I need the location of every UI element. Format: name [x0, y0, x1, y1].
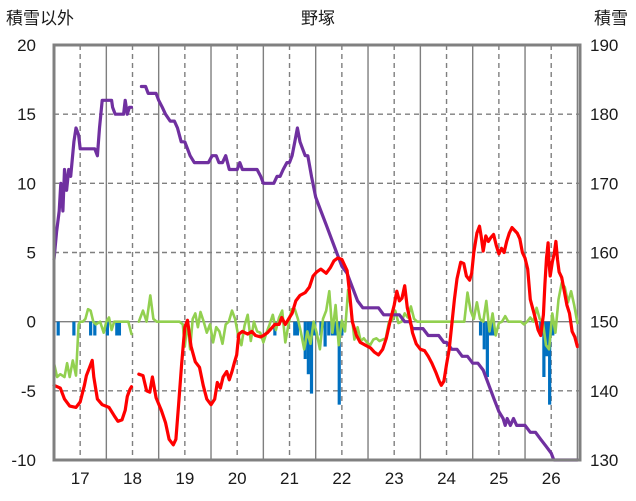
right-y-tick-label: 140 [590, 382, 618, 401]
precipitation-bar [327, 321, 331, 336]
precipitation-bar [72, 321, 76, 336]
x-tick-label: 24 [437, 469, 456, 488]
precipitation-bar [548, 321, 552, 405]
temperature-line [137, 224, 579, 447]
left-y-tick-label: -10 [11, 451, 36, 470]
x-tick-label: 22 [332, 469, 351, 488]
precipitation-bar [478, 321, 483, 336]
precipitation-bar [56, 321, 60, 336]
precipitation-bar [333, 321, 338, 336]
temperature-line [52, 358, 134, 423]
left-y-tick-label: 20 [17, 36, 36, 55]
left-y-tick-label: -5 [21, 382, 36, 401]
right-y-tick-label: 170 [590, 174, 618, 193]
right-axis-label: 積雪 [594, 9, 628, 28]
x-tick-label: 18 [123, 469, 142, 488]
series-lines [52, 84, 579, 462]
precipitation-bar [337, 321, 341, 405]
precipitation-bar [293, 321, 297, 336]
x-tick-label: 19 [175, 469, 194, 488]
left-y-tick-label: 0 [27, 313, 36, 332]
plot-frame [52, 43, 582, 462]
right-y-tick-label: 130 [590, 451, 618, 470]
precipitation-bar [117, 321, 122, 336]
precipitation-bar [551, 321, 555, 336]
precipitation-bar [482, 321, 486, 350]
tick-labels: 20 15 10 5 0 -5 -10 190 180 170 160 150 140 130 17 18 19… [11, 36, 618, 488]
x-tick-label: 25 [489, 469, 508, 488]
precipitation-bar [323, 321, 327, 347]
precipitation-bar [89, 321, 93, 336]
precipitation-bar [306, 321, 310, 375]
plot-area [52, 43, 582, 462]
sunshine-line [137, 281, 579, 351]
precipitation-bar [545, 321, 549, 357]
sunshine-line [52, 307, 133, 379]
x-tick-label: 20 [228, 469, 247, 488]
grid-lines [54, 45, 580, 460]
left-y-tick-label: 5 [27, 244, 36, 263]
x-tick-label: 21 [280, 469, 299, 488]
left-y-tick-label: 15 [17, 105, 36, 124]
right-y-tick-label: 150 [590, 313, 618, 332]
precipitation-bar [295, 321, 299, 336]
precipitation-bar [542, 321, 546, 377]
right-y-tick-label: 180 [590, 105, 618, 124]
left-y-tick-label: 10 [17, 174, 36, 193]
chart-title: 野塚 [301, 9, 335, 28]
snow_depth-line [52, 98, 134, 261]
x-tick-label: 17 [71, 469, 90, 488]
precipitation-bar [93, 321, 97, 336]
precipitation-bar [105, 321, 109, 336]
precipitation-bar [309, 321, 314, 394]
precipitation-bar [115, 321, 119, 336]
right-y-tick-label: 190 [590, 36, 618, 55]
left-axis-label: 積雪以外 [6, 9, 74, 28]
x-tick-label: 26 [542, 469, 561, 488]
x-tick-label: 23 [385, 469, 404, 488]
right-y-tick-label: 160 [590, 244, 618, 263]
precipitation-bar [485, 321, 489, 377]
snow_depth-line [139, 84, 579, 462]
